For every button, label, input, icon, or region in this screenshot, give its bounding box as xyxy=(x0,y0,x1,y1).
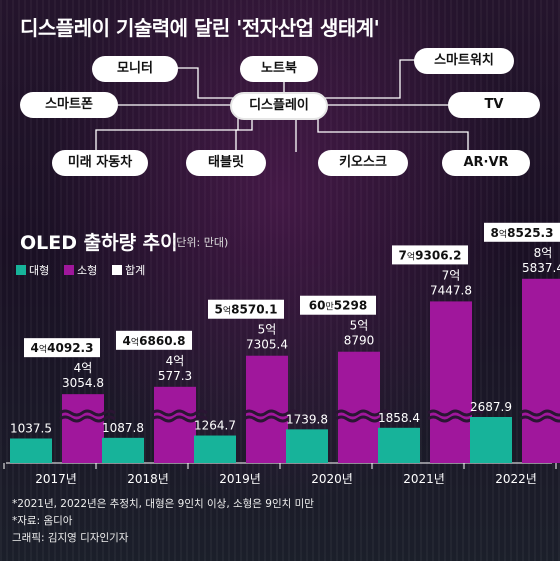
node-smartphone: 스마트폰 xyxy=(20,92,118,118)
node-monitor: 모니터 xyxy=(92,56,178,82)
axis-break xyxy=(335,415,392,423)
legend-swatch-small xyxy=(64,265,74,275)
label-small-prefix: 7억 xyxy=(442,268,461,282)
footnote-source: *자료: 옴디아 xyxy=(12,515,73,527)
node-future-car: 미래 자동차 xyxy=(52,150,148,176)
legend-small: 소형 xyxy=(64,262,97,278)
axis-break xyxy=(243,415,300,423)
axis-break xyxy=(519,415,560,423)
legend-label-large: 대형 xyxy=(29,264,50,277)
total-box xyxy=(116,330,192,350)
x-tick-label: 2017년 xyxy=(35,472,77,486)
label-small-value: 7305.4 xyxy=(246,338,288,352)
bar-large xyxy=(470,417,512,463)
footnotes: *2021년, 2022년은 추정치, 대형은 9인치 이상, 소형은 9인치 … xyxy=(12,496,314,547)
label-large: 1739.8 xyxy=(286,412,328,426)
node-smartwatch: 스마트워치 xyxy=(414,48,514,74)
legend-label-total: 합계 xyxy=(125,264,146,277)
total-box xyxy=(392,245,468,265)
axis-break xyxy=(427,409,484,417)
total-label: 7억9306.2 xyxy=(399,248,462,262)
label-small-value: 8790 xyxy=(344,334,375,348)
label-large: 1858.4 xyxy=(378,411,420,425)
bar-small xyxy=(246,355,288,463)
label-small-prefix: 4억 xyxy=(166,354,185,368)
diagram-connectors xyxy=(95,59,469,152)
total-box xyxy=(484,222,560,242)
chart-unit: (단위: 만대) xyxy=(172,236,229,249)
label-small-value: 577.3 xyxy=(158,369,192,383)
x-tick-label: 2021년 xyxy=(403,472,445,486)
bar-small xyxy=(430,301,472,463)
x-tick-label: 2019년 xyxy=(219,472,261,486)
bar-large xyxy=(194,435,236,463)
axis-break xyxy=(335,409,392,417)
label-small-value: 7447.8 xyxy=(430,283,472,297)
axis-break xyxy=(59,409,116,417)
legend-swatch-total xyxy=(112,265,122,275)
legend-swatch-large xyxy=(16,265,26,275)
axis-break xyxy=(243,409,300,417)
label-small-prefix: 4억 xyxy=(74,361,93,375)
node-ar-vr: AR·VR xyxy=(442,150,530,176)
label-small-prefix: 8억 xyxy=(534,246,553,260)
label-large: 1087.8 xyxy=(102,421,144,435)
bar-small xyxy=(522,278,560,463)
x-tick-label: 2020년 xyxy=(311,472,353,486)
footnote-estimate: *2021년, 2022년은 추정치, 대형은 9인치 이상, 소형은 9인치 … xyxy=(12,498,314,510)
axis-break xyxy=(151,415,208,423)
total-label: 5억8570.1 xyxy=(215,303,278,317)
page-title: 디스플레이 기술력에 달린 '전자산업 생태계' xyxy=(20,16,380,40)
axis-break xyxy=(59,415,116,423)
total-box xyxy=(300,295,376,315)
bar-small xyxy=(338,351,380,463)
total-label: 8억8525.3 xyxy=(491,226,554,240)
bar-large xyxy=(102,437,144,463)
bar-large xyxy=(10,438,52,463)
bar-large xyxy=(286,429,328,463)
total-box xyxy=(24,338,100,358)
node-tv: TV xyxy=(448,92,540,118)
total-box xyxy=(208,299,284,319)
label-small-prefix: 5억 xyxy=(258,323,277,337)
node-tablet: 태블릿 xyxy=(186,150,266,176)
legend-total: 합계 xyxy=(112,262,145,278)
node-kiosk: 키오스크 xyxy=(318,150,408,176)
x-tick-label: 2022년 xyxy=(495,472,537,486)
x-tick-label: 2018년 xyxy=(127,472,169,486)
chart-title: OLED 출하량 추이 xyxy=(20,232,178,254)
total-label: 60만5298 xyxy=(309,299,367,313)
label-large: 1037.5 xyxy=(10,421,52,435)
axis-break xyxy=(519,409,560,417)
axis-break xyxy=(151,409,208,417)
total-label: 4억6860.8 xyxy=(123,334,186,348)
node-display-center: 디스플레이 xyxy=(230,92,328,120)
label-small-value: 3054.8 xyxy=(62,376,104,390)
legend-label-small: 소형 xyxy=(77,264,98,277)
footnote-credit: 그래픽: 김지영 디자인기자 xyxy=(12,532,129,544)
total-label: 4억4092.3 xyxy=(31,341,94,355)
label-small-prefix: 5억 xyxy=(350,319,369,333)
node-notebook: 노트북 xyxy=(240,56,318,82)
label-small-value: 5837.4 xyxy=(522,261,560,275)
legend-large: 대형 xyxy=(16,262,49,278)
bar-large xyxy=(378,427,420,463)
bar-small xyxy=(154,386,196,463)
label-large: 2687.9 xyxy=(470,400,512,414)
bar-small xyxy=(62,394,104,463)
label-large: 1264.7 xyxy=(194,419,236,433)
